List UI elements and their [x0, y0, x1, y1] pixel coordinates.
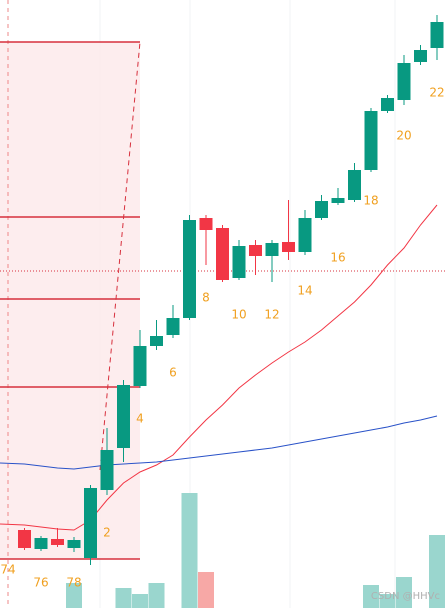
- candle-body: [265, 243, 279, 256]
- candle-body: [183, 220, 196, 318]
- candle-body: [117, 385, 130, 448]
- moving-average: [0, 415, 438, 470]
- candle-body: [67, 540, 81, 548]
- candle-body: [397, 63, 411, 100]
- volume-bar: [132, 594, 148, 608]
- volume-bar: [429, 535, 445, 608]
- moving-average: [0, 204, 438, 531]
- candle-body: [166, 318, 180, 335]
- candle-label: 74: [0, 563, 15, 577]
- volume-bar: [181, 493, 198, 608]
- candle-body: [381, 98, 394, 111]
- volume-bar: [66, 583, 82, 608]
- volume-bar: [379, 594, 396, 608]
- candle-body: [51, 539, 64, 545]
- candle-body: [430, 22, 444, 48]
- candle-body: [133, 346, 147, 386]
- candle-body: [331, 198, 345, 203]
- candle-label: 8: [202, 291, 210, 305]
- candle-label: 78: [66, 576, 81, 590]
- candle-body: [232, 246, 246, 278]
- candle-label: 22: [429, 86, 444, 100]
- candle-body: [34, 538, 48, 549]
- candle-body: [199, 218, 213, 230]
- candle-label: 6: [169, 366, 177, 380]
- candle-body: [18, 530, 31, 548]
- volume-bar: [115, 588, 132, 608]
- candle-body: [364, 111, 378, 170]
- volume-bar: [396, 577, 412, 608]
- candle-label: 12: [264, 308, 279, 322]
- volume-bar: [198, 572, 214, 608]
- candle-label: 2: [103, 526, 111, 540]
- candle-body: [150, 336, 163, 346]
- candle-body: [100, 450, 114, 490]
- range-shade: [0, 42, 140, 559]
- candle-body: [249, 245, 262, 256]
- candle-body: [84, 488, 97, 558]
- candle-body: [414, 50, 427, 62]
- volume-bar: [363, 585, 379, 608]
- candle-label: 4: [136, 412, 144, 426]
- watermark: CSDN @HHVc: [371, 591, 440, 602]
- candle-label: 18: [363, 194, 378, 208]
- candle-body: [216, 228, 229, 280]
- candle-label: 76: [33, 576, 48, 590]
- candle-label: 10: [231, 308, 246, 322]
- candle-body: [315, 201, 328, 218]
- candle-body: [298, 218, 312, 252]
- candle-label: 14: [297, 284, 312, 298]
- volume-bar: [148, 583, 165, 608]
- candle-label: 20: [396, 129, 411, 143]
- candle-body: [348, 170, 361, 200]
- candle-label: 16: [330, 251, 345, 265]
- candle-body: [282, 242, 295, 252]
